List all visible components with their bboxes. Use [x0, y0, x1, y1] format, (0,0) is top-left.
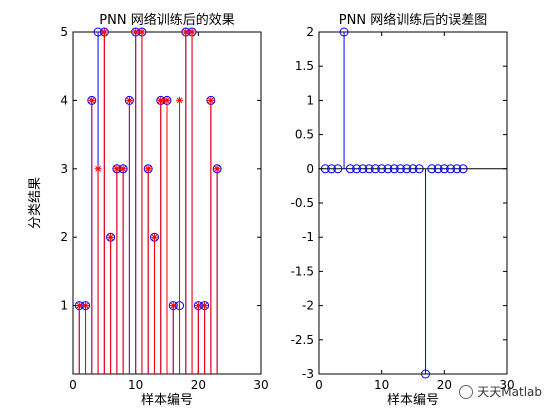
chart1-xtick-label: 30 [253, 378, 268, 392]
chart2-series1-point [458, 164, 468, 174]
chart2-series1-point [402, 164, 412, 174]
chart1-ytick-label: 4 [60, 93, 68, 107]
chart1-series2-point [213, 165, 221, 173]
wechat-icon [459, 384, 474, 399]
chart1-ytick-label: 1 [60, 299, 68, 313]
chart1-series2-point [138, 28, 146, 36]
chart1-xtick-label: 0 [69, 378, 77, 392]
chart1-series2-point [75, 302, 83, 310]
chart1-xtick-label: 10 [128, 378, 143, 392]
chart2-series1-point [446, 164, 456, 174]
chart2-series1-point [452, 164, 462, 174]
chart2-ytick-label: 0.5 [295, 128, 314, 142]
chart1-series2-point [194, 302, 202, 310]
chart1-series2-point [125, 96, 133, 104]
chart1-xtick-label: 20 [191, 378, 206, 392]
chart2-series1-point [433, 164, 443, 174]
watermark-text: 天天Matlab [477, 385, 542, 399]
chart1-ylabel: 分类结果 [28, 177, 43, 229]
chart1-series2-point [201, 302, 209, 310]
chart1-series2-point [88, 96, 96, 104]
watermark: 天天Matlab [459, 383, 542, 400]
chart2-xtick-label: 20 [437, 378, 452, 392]
chart2-ytick-label: -3 [302, 367, 314, 381]
chart1-series2-point [176, 96, 184, 104]
chart2-series1-point [320, 164, 330, 174]
chart1-series2-point [188, 28, 196, 36]
chart2-ytick-label: -2 [302, 299, 314, 313]
chart2-series1-point [333, 164, 343, 174]
chart2-ytick-label: -0.5 [291, 196, 314, 210]
chart1-series2-point [113, 165, 121, 173]
chart1-ytick-label: 3 [60, 162, 68, 176]
chart2-ytick-label: 1 [306, 93, 314, 107]
chart2-series1-point [352, 164, 362, 174]
chart2-series1-point [395, 164, 405, 174]
chart2-series1-point [414, 164, 424, 174]
chart2-series1-point [345, 164, 355, 174]
chart2-ytick-label: -2.5 [291, 333, 314, 347]
chart2-series1-point [339, 27, 349, 37]
chart2-xtick-label: 0 [315, 378, 323, 392]
chart1-series2-point [157, 96, 165, 104]
chart2-series1-point [364, 164, 374, 174]
chart2-series1-point [408, 164, 418, 174]
chart1-series2-point [94, 165, 102, 173]
chart2-series1-point [327, 164, 337, 174]
chart2-title: PNN 网络训练后的误差图 [339, 12, 487, 28]
chart2-series1-point [358, 164, 368, 174]
chart1-series2-point [100, 28, 108, 36]
chart1-ytick-label: 5 [60, 25, 68, 39]
chart2-series1-point [383, 164, 393, 174]
chart2-series1-point [427, 164, 437, 174]
chart1-series2-point [82, 302, 90, 310]
chart1-series2-point [150, 233, 158, 241]
chart1-title: PNN 网络训练后的效果 [99, 12, 234, 28]
chart1-series2-point [169, 302, 177, 310]
chart1-series2-point [182, 28, 190, 36]
chart2-series1-point [389, 164, 399, 174]
chart2-ytick-label: 1.5 [295, 59, 314, 73]
chart1-series2-point [119, 165, 127, 173]
chart2-series1-point [439, 164, 449, 174]
chart1-series2-point [144, 165, 152, 173]
chart2-axes-frame [318, 31, 508, 375]
chart2-ytick-label: -1.5 [291, 264, 314, 278]
chart1-series2-point [132, 28, 140, 36]
chart2-series1-point [377, 164, 387, 174]
chart2-xlabel: 样本编号 [387, 393, 439, 408]
chart2-xtick-label: 10 [374, 378, 389, 392]
chart1-xlabel: 样本编号 [141, 393, 193, 408]
chart1-series2-point [163, 96, 171, 104]
chart1-ytick-label: 2 [60, 230, 68, 244]
chart1-series2-point [207, 96, 215, 104]
chart2-series1-point [421, 369, 431, 379]
chart2-ytick-label: 2 [306, 25, 314, 39]
chart2-series1-point [370, 164, 380, 174]
chart1-series2-point [107, 233, 115, 241]
chart2-ytick-label: 0 [306, 162, 314, 176]
chart2-xtick-label: 30 [499, 378, 514, 392]
chart2-ytick-label: -1 [302, 230, 314, 244]
